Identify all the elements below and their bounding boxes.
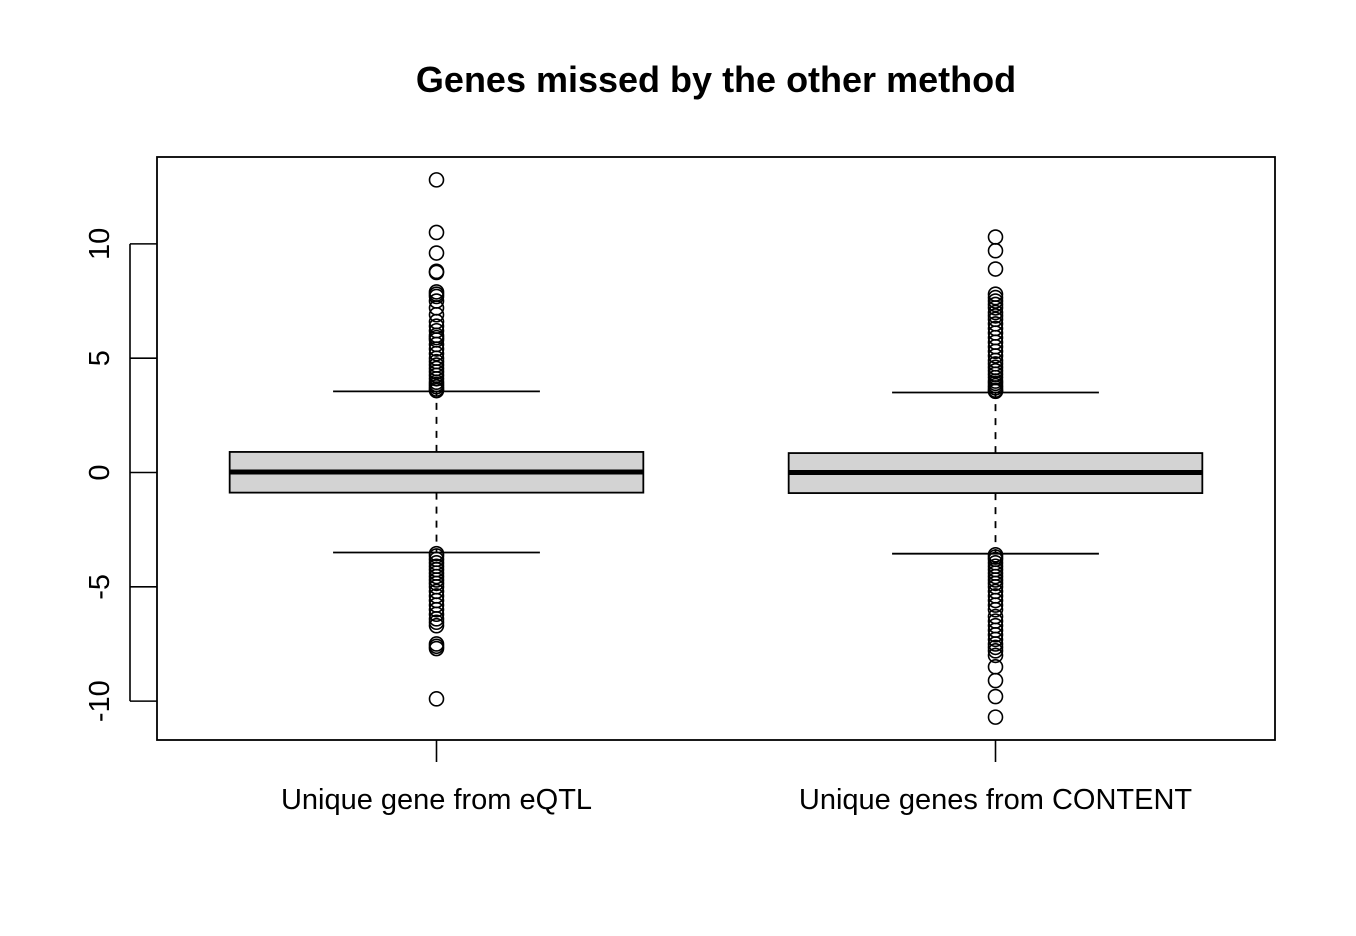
outlier-point <box>987 647 1004 664</box>
y-tick-label: -5 <box>84 574 116 600</box>
outlier-point <box>987 709 1004 725</box>
x-axis: Unique gene from eQTL Unique genes from C… <box>281 740 1192 816</box>
y-tick-label: 0 <box>84 464 116 480</box>
outlier-point <box>428 691 445 707</box>
y-axis: -10 -5 0 5 10 <box>84 228 157 722</box>
outlier-point <box>987 348 1004 364</box>
outlier-point <box>428 601 445 618</box>
outlier-point <box>987 261 1004 277</box>
outlier-point <box>428 245 445 261</box>
outlier-point <box>987 631 1004 648</box>
outlier-point <box>428 640 445 657</box>
box-group <box>787 229 1204 725</box>
y-tick-label: 10 <box>84 228 116 260</box>
box-group <box>228 172 645 707</box>
plot-frame <box>156 156 1276 741</box>
x-tick-label: Unique genes from CONTENT <box>799 784 1193 816</box>
outlier-point <box>987 672 1004 689</box>
outlier-point <box>987 229 1004 245</box>
outlier-point <box>987 383 1004 400</box>
outlier-point <box>428 382 445 399</box>
box-series <box>228 172 1204 725</box>
outlier-point <box>987 343 1004 360</box>
outlier-point <box>428 341 445 357</box>
outlier-point <box>428 345 445 362</box>
outlier-point <box>428 172 445 188</box>
outlier-point <box>987 592 1004 609</box>
outlier-point <box>428 224 445 241</box>
outlier-point <box>987 597 1004 613</box>
outlier-point <box>987 242 1004 259</box>
y-tick-label: -10 <box>84 680 116 722</box>
outlier-point <box>428 264 445 281</box>
x-tick-label: Unique gene from eQTL <box>281 784 592 816</box>
chart-title: Genes missed by the other method <box>416 59 1016 100</box>
outlier-point <box>987 643 1004 659</box>
outlier-point <box>987 601 1004 618</box>
outlier-point <box>987 688 1004 705</box>
outlier-point <box>428 617 445 634</box>
outlier-point <box>428 288 445 305</box>
outlier-point <box>428 606 445 623</box>
outlier-point <box>428 306 445 323</box>
y-tick-label: 5 <box>84 350 116 366</box>
outlier-point <box>987 627 1004 643</box>
outlier-point <box>987 300 1004 316</box>
